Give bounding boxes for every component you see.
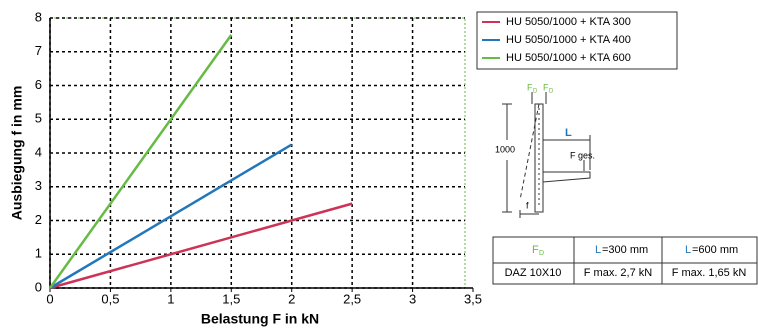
table-header: =300 mm [602, 244, 648, 256]
force-label: F [527, 82, 533, 92]
y-tick-label: 2 [35, 212, 42, 227]
y-tick-label: 0 [35, 279, 42, 294]
y-tick-label: 6 [35, 77, 42, 92]
legend-label: HU 5050/1000 + KTA 600 [506, 52, 631, 64]
series-line [48, 34, 233, 289]
legend-box [476, 11, 678, 70]
x-tick-label: 2 [288, 291, 295, 306]
x-tick-label: 3,5 [464, 291, 482, 306]
force-label: F [543, 82, 549, 92]
table-border [492, 236, 758, 285]
x-axis-title: Belastung F in kN [201, 311, 319, 327]
y-tick-label: 5 [35, 111, 42, 126]
table [492, 236, 758, 285]
table-header: F [532, 244, 539, 256]
x-tick-label: 0,5 [101, 291, 119, 306]
x-tick-label: 1 [167, 291, 174, 306]
length-label: L [565, 127, 572, 139]
force-sub: D [533, 89, 538, 95]
x-tick-label: 0 [46, 291, 53, 306]
height-label: 1000 [495, 144, 515, 154]
diagram [502, 92, 591, 218]
total-force-label: F ges. [570, 150, 595, 160]
x-tick-label: 2,5 [343, 291, 361, 306]
table-header: =600 mm [692, 244, 738, 256]
x-tick-label: 1,5 [222, 291, 240, 306]
y-tick-label: 7 [35, 43, 42, 58]
table-header-sub: D [539, 250, 544, 257]
deflection-line [519, 103, 540, 201]
table-header: L [685, 244, 691, 256]
y-axis-title: Ausbiegung f in mm [9, 86, 25, 221]
deflection-label: f [526, 200, 529, 210]
y-tick-label: 8 [35, 9, 42, 24]
table-cell: F max. 2,7 kN [584, 267, 653, 279]
y-tick-label: 4 [35, 144, 42, 159]
series-line [49, 202, 353, 290]
legend-label: HU 5050/1000 + KTA 300 [506, 16, 631, 28]
table-cell: DAZ 10X10 [505, 267, 562, 279]
arm [542, 171, 591, 183]
series-line [49, 143, 293, 290]
table-cell: F max. 1,65 kN [672, 267, 747, 279]
legend-label: HU 5050/1000 + KTA 400 [506, 34, 631, 46]
table-header: L [595, 244, 601, 256]
y-tick-label: 1 [35, 246, 42, 261]
y-tick-label: 3 [35, 178, 42, 193]
x-tick-label: 3 [409, 291, 416, 306]
force-sub: D [549, 89, 554, 95]
